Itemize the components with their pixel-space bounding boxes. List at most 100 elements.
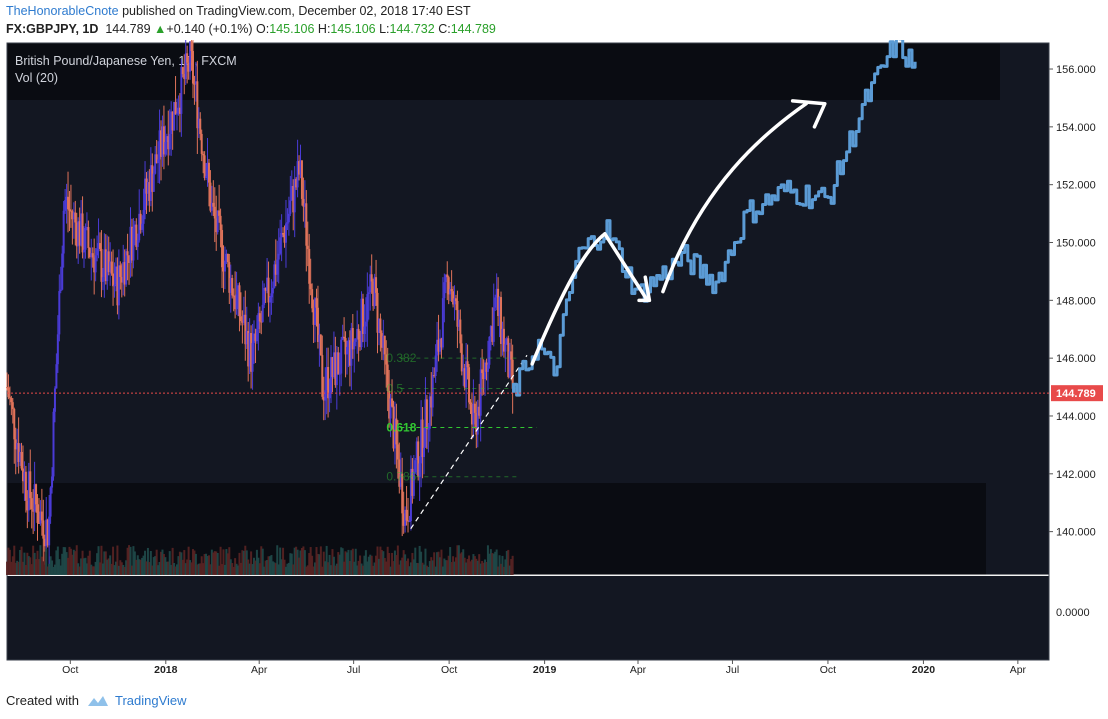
volume-bar [174, 566, 177, 575]
volume-bar [454, 557, 457, 575]
volume-bar [13, 545, 16, 575]
candle-body [238, 285, 241, 317]
volume-bar [479, 563, 482, 575]
candle-body [177, 107, 180, 114]
candle-body [258, 313, 261, 322]
candle-body [440, 338, 443, 348]
candle-body [399, 473, 402, 487]
candle-body [277, 253, 280, 260]
volume-bar [379, 546, 382, 575]
volume-bar [152, 557, 155, 575]
volume-bar [19, 549, 22, 575]
candle-body [380, 333, 383, 348]
volume-bar [228, 547, 231, 575]
volume-bar [276, 545, 279, 575]
candle-body [167, 136, 170, 150]
candle-body [142, 209, 145, 224]
volume-bar [388, 552, 391, 575]
volume-bar [255, 549, 258, 575]
volume-bar [462, 549, 465, 575]
volume-bar [235, 563, 238, 575]
candle-body [414, 460, 417, 473]
volume-bar [494, 551, 497, 575]
candle-body [254, 333, 257, 342]
volume-bar [510, 559, 513, 575]
candle-body [206, 162, 209, 177]
volume-bar [415, 562, 418, 575]
candle-body [168, 134, 171, 150]
candle-body [171, 111, 174, 131]
candle-body [470, 404, 473, 425]
volume-bar [354, 548, 357, 575]
candle-body [430, 396, 433, 408]
candle-body [180, 67, 183, 114]
volume-bar [48, 563, 51, 575]
volume-bar [266, 560, 269, 575]
volume-bar [186, 559, 189, 575]
volume-bar [205, 553, 208, 575]
candle-body [77, 221, 80, 247]
volume-bar [465, 562, 468, 575]
candle-body [468, 367, 471, 403]
volume-bar [56, 546, 59, 575]
volume-bar [302, 546, 305, 575]
volume-bar [100, 545, 103, 575]
candle-body [452, 291, 455, 305]
volume-bar [155, 549, 158, 575]
volume-bar [77, 563, 80, 575]
candle-body [106, 251, 109, 282]
author-link[interactable]: TheHonorableCnote [6, 4, 119, 18]
volume-bar [402, 550, 405, 575]
candle-body [343, 336, 346, 339]
volume-bar [356, 565, 359, 575]
candle-body [6, 387, 8, 389]
candle-body [324, 390, 327, 401]
candle-body [395, 418, 398, 445]
candle-body [282, 232, 285, 235]
candle-body [158, 130, 161, 160]
volume-bar [389, 566, 392, 575]
close-label: C: [438, 22, 451, 36]
candle-body [308, 248, 311, 284]
volume-bar [344, 551, 347, 575]
volume-bar [469, 561, 472, 575]
candle-body [96, 248, 99, 256]
volume-bar [101, 563, 104, 575]
candle-body [424, 399, 427, 448]
candle-body [393, 418, 396, 449]
candle-body [345, 346, 348, 355]
candle-body [162, 126, 165, 155]
volume-bar [449, 547, 452, 575]
volume-bar [316, 553, 319, 575]
candle-body [295, 178, 298, 188]
up-arrow-icon: ▲ [154, 22, 167, 36]
tradingview-link[interactable]: TradingView [114, 693, 187, 708]
chart-area[interactable]: British Pound/Japanese Yen, 1D, FXCM Vol … [0, 40, 1108, 688]
change-value: +0.140 (+0.1%) [166, 22, 253, 36]
candle-body [170, 111, 173, 135]
candle-body [219, 215, 222, 231]
candle-body [152, 173, 155, 192]
volume-bar [229, 559, 232, 575]
candle-body [23, 471, 26, 482]
volume-bar [328, 554, 331, 575]
volume-bar [295, 546, 298, 575]
candle-body [462, 368, 465, 372]
volume-bar [312, 566, 315, 575]
candle-body [279, 237, 282, 254]
candle-body [454, 298, 457, 302]
volume-bar [325, 545, 328, 575]
x-tick-label: Oct [441, 664, 457, 676]
candle-body [354, 338, 357, 342]
candle-body [181, 67, 184, 75]
volume-bar [274, 563, 277, 575]
candle-body [190, 41, 193, 51]
volume-bar [404, 554, 407, 575]
candle-body [93, 257, 96, 273]
candle-body [183, 74, 186, 80]
candle-body [117, 265, 120, 306]
volume-bar [407, 558, 410, 575]
x-tick-label: Jul [726, 664, 739, 676]
candle-body [184, 53, 187, 80]
candle-body [119, 265, 122, 278]
